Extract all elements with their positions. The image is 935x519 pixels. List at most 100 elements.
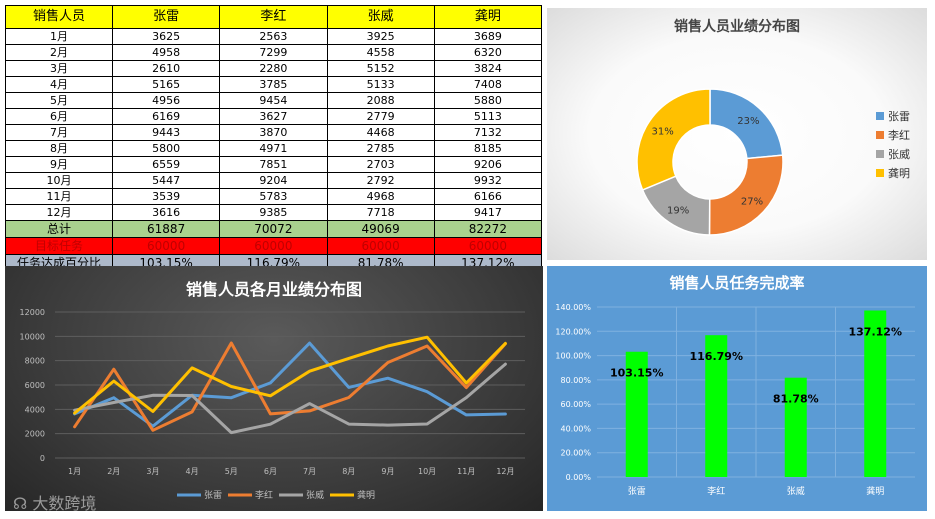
value-cell: 3539 xyxy=(111,188,221,205)
value-cell: 4558 xyxy=(326,44,435,61)
bar-chart: 0.00% 20.00% 40.00% 60.00% 80.00% 100.00% 120.… xyxy=(555,303,915,497)
value-cell: 5880 xyxy=(433,92,543,109)
bar-data-label: 137.12% xyxy=(849,325,902,338)
x-tick-label: 李红 xyxy=(707,485,725,497)
month-cell: 10月 xyxy=(5,172,113,189)
value-cell: 3689 xyxy=(433,28,543,45)
value-cell: 7408 xyxy=(433,76,543,93)
donut-data-label: 31% xyxy=(651,126,673,137)
value-cell: 7132 xyxy=(433,124,543,141)
y-tick-label: 120.00% xyxy=(555,327,591,336)
x-tick-label: 1月 xyxy=(68,467,81,476)
legend-swatch xyxy=(876,150,884,158)
x-tick-label: 4月 xyxy=(186,467,199,476)
donut-data-label: 19% xyxy=(667,205,689,216)
value-cell: 2610 xyxy=(111,60,221,77)
table-row: 11月 3539 5783 4968 6166 xyxy=(5,188,543,205)
value-cell: 9932 xyxy=(433,172,543,189)
table-row: 1月 3625 2563 3925 3689 xyxy=(5,28,543,45)
y-tick-label: 2000 xyxy=(25,430,45,439)
legend-label: 张雷 xyxy=(204,490,222,501)
value-cell: 2785 xyxy=(326,140,435,157)
bar-data-label: 116.79% xyxy=(690,350,743,363)
table-row: 6月 6169 3627 2779 5113 xyxy=(5,108,543,125)
value-cell: 6320 xyxy=(433,44,543,61)
legend-label: 张威 xyxy=(888,148,910,161)
value-cell: 4468 xyxy=(326,124,435,141)
table-row: 7月 9443 3870 4468 7132 xyxy=(5,124,543,141)
value-cell: 2792 xyxy=(326,172,435,189)
table-row: 9月 6559 7851 2703 9206 xyxy=(5,156,543,173)
target-value-cell: 60000 xyxy=(326,237,435,255)
value-cell: 7851 xyxy=(219,156,328,173)
value-cell: 4971 xyxy=(219,140,328,157)
bar xyxy=(705,335,728,477)
bar-chart-panel: 销售人员任务完成率 0.00% 20.00% 40.00% 60.00% 80.00% 1… xyxy=(547,266,927,511)
y-tick-label: 0 xyxy=(40,454,45,463)
donut-slice xyxy=(636,88,711,191)
table-header-row: 销售人员 张雷 李红 张威 龚明 xyxy=(5,5,543,29)
legend-label: 张雷 xyxy=(888,110,910,123)
y-tick-label: 80.00% xyxy=(560,376,591,385)
total-value-cell: 61887 xyxy=(111,220,221,238)
x-tick-label: 3月 xyxy=(146,467,159,476)
line-chart-panel: 销售人员各月业绩分布图 0 2000 4000 6000 8000 10000 12000 1… xyxy=(5,266,543,514)
month-cell: 5月 xyxy=(5,92,113,109)
x-tick-label: 10月 xyxy=(418,467,436,476)
bar xyxy=(864,310,887,477)
table-row: 5月 4956 9454 2088 5880 xyxy=(5,92,543,109)
target-label-cell: 目标任务 xyxy=(5,237,113,255)
target-row: 目标任务 60000 60000 60000 60000 xyxy=(5,237,543,255)
value-cell: 3824 xyxy=(433,60,543,77)
sales-table: 销售人员 张雷 李红 张威 龚明 1月 3625 2563 3925 3689 2月 495… xyxy=(5,5,543,272)
total-value-cell: 82272 xyxy=(433,220,543,238)
table-row: 3月 2610 2280 5152 3824 xyxy=(5,60,543,77)
total-label-cell: 总计 xyxy=(5,220,113,238)
value-cell: 4968 xyxy=(326,188,435,205)
watermark-icon: ☊ xyxy=(13,494,28,513)
x-tick-label: 6月 xyxy=(264,467,277,476)
donut-chart-title: 销售人员业绩分布图 xyxy=(674,19,800,35)
value-cell: 3616 xyxy=(111,204,221,221)
y-tick-label: 100.00% xyxy=(555,352,591,361)
target-value-cell: 60000 xyxy=(433,237,543,255)
x-tick-label: 2月 xyxy=(107,467,120,476)
header-cell: 张威 xyxy=(326,5,435,29)
value-cell: 5113 xyxy=(433,108,543,125)
value-cell: 5783 xyxy=(219,188,328,205)
bar-data-label: 103.15% xyxy=(610,367,663,380)
y-tick-label: 12000 xyxy=(20,308,45,317)
total-value-cell: 49069 xyxy=(326,220,435,238)
y-tick-label: 60.00% xyxy=(560,400,591,409)
value-cell: 4958 xyxy=(111,44,221,61)
legend-swatch xyxy=(876,131,884,139)
table-row: 12月 3616 9385 7718 9417 xyxy=(5,204,543,221)
legend-swatch xyxy=(876,169,884,177)
value-cell: 3625 xyxy=(111,28,221,45)
y-tick-label: 4000 xyxy=(25,405,45,414)
value-cell: 6169 xyxy=(111,108,221,125)
table-row: 10月 5447 9204 2792 9932 xyxy=(5,172,543,189)
y-tick-label: 8000 xyxy=(25,357,45,366)
value-cell: 3627 xyxy=(219,108,328,125)
value-cell: 5133 xyxy=(326,76,435,93)
month-cell: 2月 xyxy=(5,44,113,61)
legend-label: 龚明 xyxy=(888,166,910,180)
legend-swatch xyxy=(876,112,884,120)
series-line xyxy=(73,362,507,435)
header-cell: 李红 xyxy=(219,5,328,29)
donut-slice xyxy=(708,154,784,236)
header-cell: 张雷 xyxy=(111,5,221,29)
donut-slice xyxy=(709,88,784,160)
month-cell: 8月 xyxy=(5,140,113,157)
legend-label: 龚明 xyxy=(357,489,375,501)
donut-data-label: 27% xyxy=(741,197,763,208)
y-tick-label: 10000 xyxy=(20,332,45,341)
header-cell: 销售人员 xyxy=(5,5,113,29)
x-tick-label: 9月 xyxy=(381,467,394,476)
value-cell: 9454 xyxy=(219,92,328,109)
watermark-logo: ☊ 大数跨境 xyxy=(13,490,96,514)
value-cell: 9417 xyxy=(433,204,543,221)
value-cell: 9204 xyxy=(219,172,328,189)
